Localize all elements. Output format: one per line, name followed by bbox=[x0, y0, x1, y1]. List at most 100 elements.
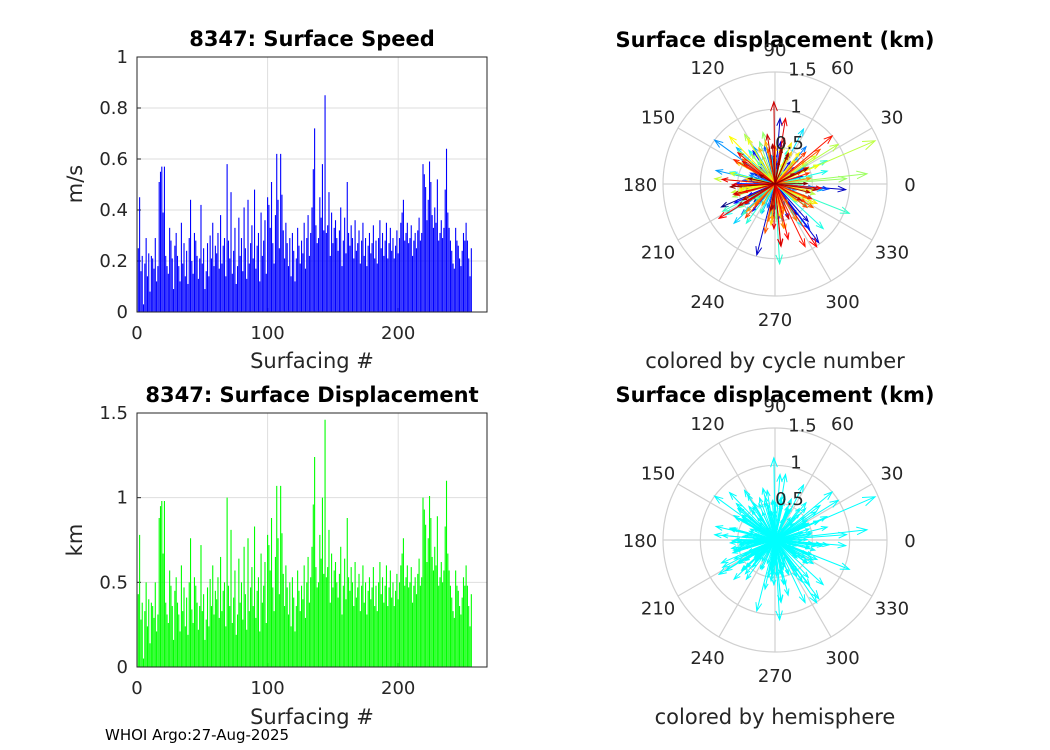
rose2-arrow bbox=[774, 523, 809, 541]
speed-panel: 8347: Surface Speed 0 0.2 0.4 0.6 0.8 1 … bbox=[63, 27, 488, 373]
rose-cycle-arrows bbox=[713, 100, 877, 266]
rose2-arrow bbox=[761, 539, 776, 563]
rose1-arrow bbox=[759, 140, 776, 185]
rose2-arrow bbox=[774, 539, 784, 604]
rose1-arrow bbox=[770, 100, 778, 185]
rose1-angle-90: 90 bbox=[764, 40, 787, 61]
rose2-arrow bbox=[770, 456, 778, 541]
rose1-angle-180: 180 bbox=[623, 175, 657, 196]
rose2-arrow bbox=[745, 539, 776, 581]
speed-bars bbox=[137, 95, 472, 312]
displacement-ylabel: km bbox=[63, 524, 87, 557]
rose1-arrow bbox=[737, 183, 776, 207]
rose2-arrow bbox=[774, 526, 869, 541]
rose2-arrow bbox=[750, 509, 776, 541]
rose-hemisphere-panel: Surface displacement (km) 0 30 60 90 120… bbox=[615, 383, 934, 729]
rose-hemisphere-subtitle: colored by hemisphere bbox=[655, 705, 896, 729]
rose2-arrow bbox=[774, 533, 812, 541]
rose1-arrow bbox=[755, 183, 776, 257]
rose2-arrow bbox=[774, 539, 803, 558]
rose1-arrow bbox=[774, 183, 790, 221]
rose2-arrow bbox=[774, 539, 818, 605]
rose1-arrow bbox=[770, 143, 776, 185]
rose2-arrow bbox=[769, 539, 776, 568]
rose2-arrow bbox=[774, 499, 840, 541]
rose1-arrow bbox=[771, 183, 777, 231]
rose1-angle-300: 300 bbox=[825, 292, 859, 313]
rose1-arrow bbox=[774, 154, 788, 185]
rose1-angle-0: 0 bbox=[904, 175, 915, 196]
rose1-arrow bbox=[774, 183, 814, 200]
rose1-angle-270: 270 bbox=[758, 310, 792, 331]
rose1-rtick-1.5: 1.5 bbox=[788, 60, 817, 81]
rose1-arrow bbox=[774, 183, 790, 241]
rose1-angle-120: 120 bbox=[690, 58, 724, 79]
rose2-arrow bbox=[737, 539, 776, 563]
speed-axes-box bbox=[136, 56, 488, 313]
rose1-angle-60: 60 bbox=[831, 58, 854, 79]
rose2-angle-0: 0 bbox=[904, 531, 915, 552]
rose1-arrow bbox=[774, 183, 812, 194]
rose1-arrow bbox=[761, 183, 776, 207]
speed-ylabel: m/s bbox=[63, 165, 87, 203]
rose2-angle-120: 120 bbox=[690, 414, 724, 435]
rose2-arrow bbox=[774, 510, 788, 541]
rose1-arrow bbox=[728, 183, 776, 189]
rose2-angle-300: 300 bbox=[825, 648, 859, 669]
rose2-rtick-0.5: 0.5 bbox=[775, 489, 804, 510]
displacement-panel: 8347: Surface Displacement 0 0.5 1 1.5 0… bbox=[63, 383, 488, 729]
rose1-angle-150: 150 bbox=[641, 108, 675, 129]
rose2-angle-210: 210 bbox=[641, 599, 675, 620]
rose-cycle-labels: 0 30 60 90 120 150 180 210 240 270 300 3… bbox=[623, 40, 916, 331]
rose2-arrow bbox=[774, 491, 834, 541]
rose2-angle-330: 330 bbox=[875, 599, 909, 620]
speed-ytick-3: 0.6 bbox=[99, 149, 128, 170]
rose2-arrow bbox=[720, 533, 776, 541]
rose1-arrow bbox=[774, 181, 809, 186]
rose1-arrow bbox=[741, 183, 776, 201]
rose1-arrow bbox=[774, 183, 810, 223]
rose1-arrow bbox=[774, 172, 811, 185]
rose2-arrow bbox=[746, 493, 776, 541]
speed-ytick-0: 0 bbox=[117, 302, 128, 323]
rose2-arrow bbox=[774, 539, 814, 556]
rose1-arrow bbox=[745, 183, 776, 225]
speed-ticks: 0 0.2 0.4 0.6 0.8 1 0 100 200 bbox=[99, 47, 415, 344]
speed-xtick-0: 0 bbox=[131, 323, 142, 344]
rose2-arrow bbox=[747, 533, 776, 541]
rose1-arrow bbox=[769, 183, 776, 212]
displacement-axes-box bbox=[136, 412, 488, 668]
rose2-angle-270: 270 bbox=[758, 666, 792, 687]
rose1-arrow bbox=[736, 151, 776, 185]
rose1-arrow bbox=[774, 183, 784, 248]
rose1-arrow bbox=[758, 146, 776, 185]
speed-ytick-5: 1 bbox=[117, 47, 128, 68]
speed-xlabel: Surfacing # bbox=[250, 349, 374, 373]
rose2-arrow bbox=[741, 539, 776, 557]
disp-ytick-0: 0 bbox=[117, 657, 128, 678]
rose1-arrow bbox=[774, 183, 811, 231]
rose1-arrow bbox=[774, 167, 809, 185]
displacement-title: 8347: Surface Displacement bbox=[145, 383, 478, 407]
rose1-arrow bbox=[774, 177, 812, 185]
rose1-arrow bbox=[744, 183, 776, 219]
footer-credit: WHOI Argo:27-Aug-2025 bbox=[105, 726, 290, 744]
rose1-arrow bbox=[774, 170, 869, 185]
rose2-arrow bbox=[774, 539, 811, 587]
rose2-arrow bbox=[774, 539, 819, 548]
rose-hemisphere-arrows bbox=[713, 456, 877, 622]
rose1-arrow bbox=[758, 174, 776, 185]
rose1-arrow bbox=[728, 135, 776, 185]
rose2-arrow bbox=[774, 503, 783, 541]
rose1-angle-330: 330 bbox=[875, 243, 909, 264]
rose2-arrow bbox=[774, 539, 806, 604]
rose2-arrow bbox=[736, 507, 776, 541]
rose2-arrow bbox=[765, 489, 776, 541]
rose1-arrow bbox=[774, 183, 803, 202]
rose2-arrow bbox=[774, 539, 790, 577]
rose1-rtick-1: 1 bbox=[790, 96, 801, 117]
rose2-arrow bbox=[759, 496, 776, 541]
rose2-angle-90: 90 bbox=[764, 396, 787, 417]
rose1-arrow bbox=[747, 177, 776, 185]
rose2-rtick-1.5: 1.5 bbox=[788, 416, 817, 437]
